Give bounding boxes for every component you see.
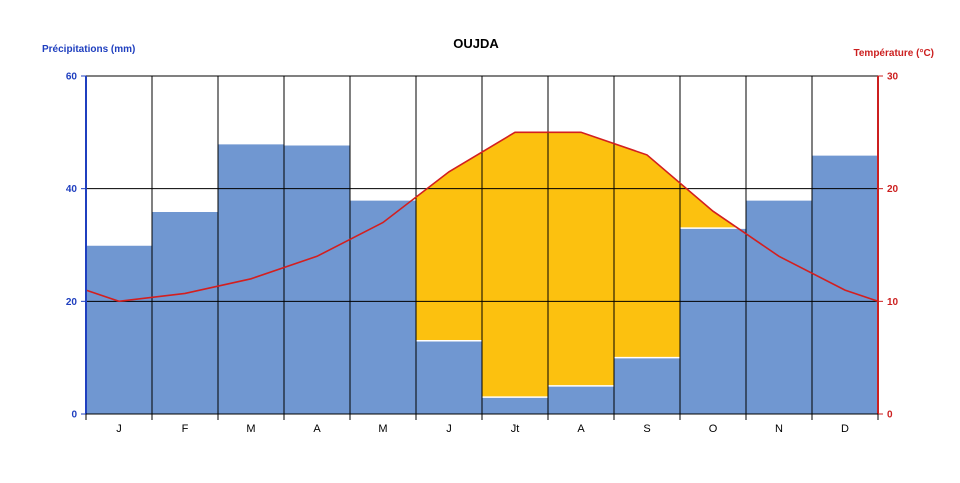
month-label: Jt [511, 423, 520, 435]
precipitation-bar [614, 357, 680, 414]
precipitation-bar [152, 211, 218, 414]
month-label: M [378, 423, 387, 435]
right-tick-label: 20 [887, 184, 899, 195]
left-axis-label: Précipitations (mm) [42, 44, 135, 55]
chart-title: OUJDA [453, 36, 499, 51]
dry-period-segment [416, 152, 482, 341]
precipitation-bar [284, 144, 350, 414]
dry-period-layer [350, 132, 746, 398]
dry-period-segment [614, 143, 680, 358]
dry-period-segment [680, 183, 746, 229]
month-label: A [313, 423, 321, 435]
right-tick-label: 30 [887, 72, 899, 83]
left-tick-label: 0 [71, 410, 77, 421]
month-label: S [643, 423, 650, 435]
month-label: F [182, 423, 189, 435]
tick-label-layer: 0 20 40 60 0 10 20 30 J F M A M J Jt A S O N D [66, 72, 899, 436]
dry-period-segment [482, 132, 548, 398]
dry-period-segment [548, 132, 614, 386]
right-tick-label: 10 [887, 297, 899, 308]
month-label: M [246, 423, 255, 435]
month-label: D [841, 423, 849, 435]
month-label: A [577, 423, 585, 435]
right-axis-label: Température (°C) [854, 48, 935, 59]
axes-layer [81, 75, 883, 420]
precipitation-bar [86, 245, 152, 414]
precipitation-bar [548, 385, 614, 414]
right-tick-label: 0 [887, 410, 893, 421]
precipitation-bar [482, 397, 548, 414]
left-tick-label: 20 [66, 297, 78, 308]
precipitation-bar [746, 199, 812, 414]
month-label: O [709, 423, 718, 435]
month-label: N [775, 423, 783, 435]
precipitation-bar [350, 199, 416, 414]
temperature-line-layer [85, 131, 879, 303]
month-label: J [446, 423, 452, 435]
precipitation-bars [86, 142, 878, 414]
left-tick-label: 40 [66, 184, 78, 195]
month-label: J [116, 423, 122, 435]
temperature-line [85, 131, 879, 303]
precipitation-bar [416, 340, 482, 414]
left-tick-label: 60 [66, 72, 78, 83]
precipitation-bar [680, 228, 746, 414]
precipitation-bar [812, 154, 878, 414]
